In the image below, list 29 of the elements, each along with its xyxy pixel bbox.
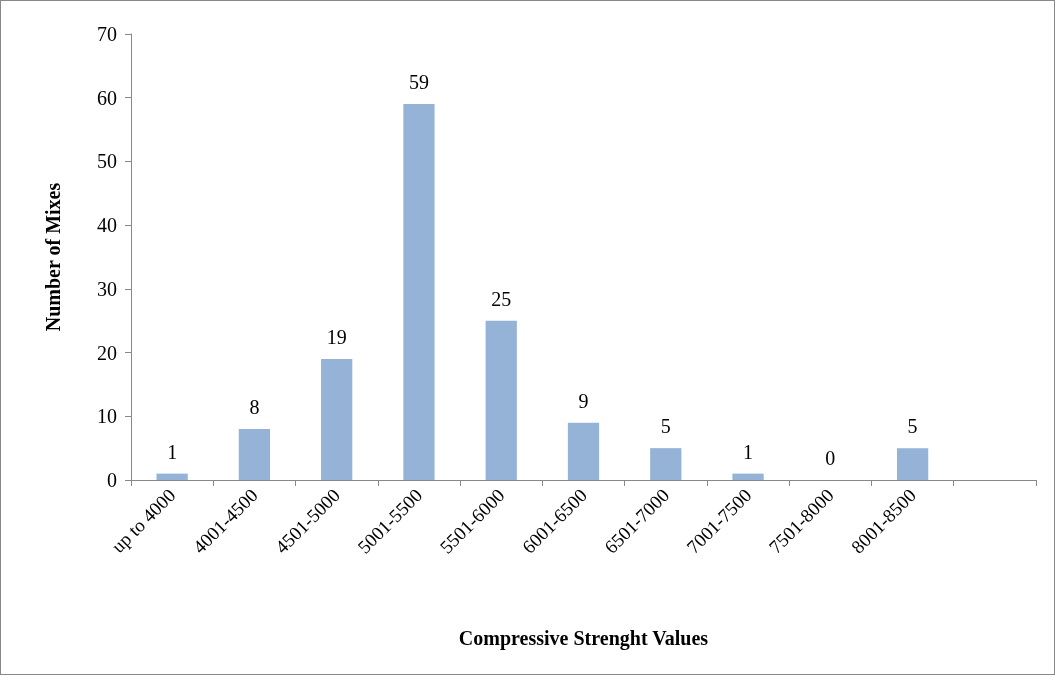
data-label: 0 bbox=[825, 447, 836, 469]
data-label: 1 bbox=[167, 440, 178, 463]
data-label: 8 bbox=[249, 396, 260, 419]
bar bbox=[650, 448, 682, 480]
y-tick-label: 50 bbox=[97, 150, 117, 173]
data-label: 9 bbox=[578, 389, 589, 412]
y-tick-label: 10 bbox=[97, 405, 117, 428]
data-label: 19 bbox=[326, 325, 347, 348]
data-label: 1 bbox=[743, 440, 754, 463]
y-tick-label: 0 bbox=[107, 469, 117, 491]
data-label: 59 bbox=[408, 71, 429, 94]
y-axis-title: Number of Mixes bbox=[42, 182, 64, 332]
y-tick-label: 70 bbox=[97, 23, 117, 45]
data-label: 5 bbox=[907, 415, 918, 438]
bar bbox=[238, 429, 271, 480]
bar bbox=[321, 358, 353, 480]
bar bbox=[403, 104, 435, 480]
bar bbox=[896, 448, 929, 480]
y-tick-label: 60 bbox=[97, 86, 117, 109]
bar bbox=[156, 473, 188, 480]
bar bbox=[732, 473, 764, 480]
bar bbox=[485, 320, 517, 480]
y-tick-label: 20 bbox=[97, 341, 117, 364]
bar bbox=[567, 422, 600, 480]
x-axis-title: Compressive Strenght Values bbox=[458, 627, 709, 650]
y-tick-label: 40 bbox=[97, 214, 117, 237]
data-label: 25 bbox=[491, 287, 512, 310]
y-tick-label: 30 bbox=[97, 277, 117, 300]
data-label: 5 bbox=[660, 415, 671, 438]
